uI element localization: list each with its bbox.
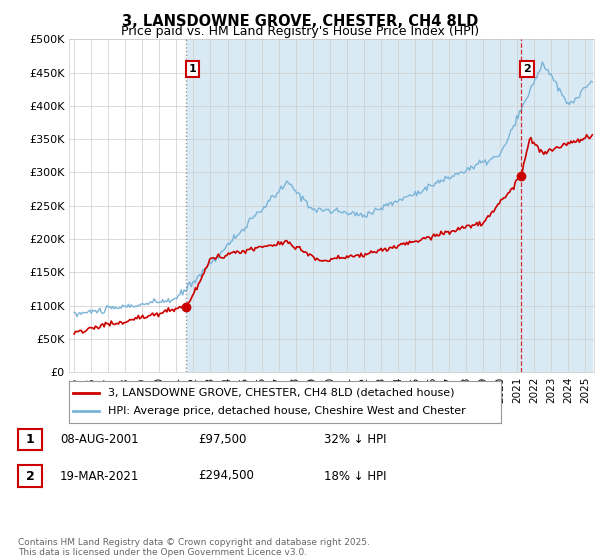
Text: 1: 1 bbox=[26, 433, 34, 446]
Text: 3, LANSDOWNE GROVE, CHESTER, CH4 8LD: 3, LANSDOWNE GROVE, CHESTER, CH4 8LD bbox=[122, 14, 478, 29]
Text: 3, LANSDOWNE GROVE, CHESTER, CH4 8LD (detached house): 3, LANSDOWNE GROVE, CHESTER, CH4 8LD (de… bbox=[108, 388, 454, 398]
Text: Price paid vs. HM Land Registry's House Price Index (HPI): Price paid vs. HM Land Registry's House … bbox=[121, 25, 479, 38]
Text: £294,500: £294,500 bbox=[198, 469, 254, 483]
Text: HPI: Average price, detached house, Cheshire West and Chester: HPI: Average price, detached house, Ches… bbox=[108, 406, 466, 416]
Text: 2: 2 bbox=[523, 64, 531, 74]
Text: 08-AUG-2001: 08-AUG-2001 bbox=[60, 433, 139, 446]
Text: 18% ↓ HPI: 18% ↓ HPI bbox=[324, 469, 386, 483]
Text: Contains HM Land Registry data © Crown copyright and database right 2025.
This d: Contains HM Land Registry data © Crown c… bbox=[18, 538, 370, 557]
Text: 19-MAR-2021: 19-MAR-2021 bbox=[60, 469, 139, 483]
Text: 1: 1 bbox=[189, 64, 197, 74]
Text: 32% ↓ HPI: 32% ↓ HPI bbox=[324, 433, 386, 446]
Text: 2: 2 bbox=[26, 469, 34, 483]
Text: £97,500: £97,500 bbox=[198, 433, 247, 446]
